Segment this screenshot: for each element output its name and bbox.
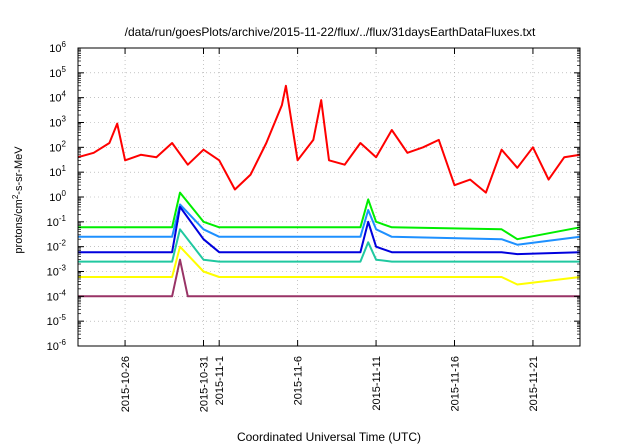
x-tick-label: 2015-11-6 <box>293 356 305 405</box>
y-axis-label-tail: -s-sr-MeV <box>13 146 25 195</box>
y-axis-label: protons/cm2-s-sr-MeV <box>11 146 25 254</box>
series-line-4 <box>78 205 581 256</box>
grid <box>78 47 580 347</box>
y-tick-label: 10-3 <box>47 264 67 279</box>
svg-text:protons/cm2-s-sr-MeV: protons/cm2-s-sr-MeV <box>11 146 25 254</box>
x-tick-label: 2015-11-11 <box>371 356 383 411</box>
series-line-3 <box>78 203 581 246</box>
x-tick-label: 2015-11-1 <box>214 356 226 405</box>
y-tick-label: 10-6 <box>47 338 67 353</box>
x-axis-label: Coordinated Universal Time (UTC) <box>237 430 421 444</box>
series-line-2 <box>78 191 581 241</box>
series-line-7 <box>78 258 580 298</box>
plot-frame <box>77 47 581 347</box>
chart-title: /data/run/goesPlots/archive/2015-11-22/f… <box>125 25 536 39</box>
y-axis-label-main: protons/cm <box>13 199 25 253</box>
x-tick-label: 2015-11-21 <box>528 356 540 411</box>
series-line-6 <box>78 245 581 286</box>
y-tick-label: 104 <box>49 90 66 105</box>
y-tick-label: 10-4 <box>47 288 67 303</box>
y-tick-label: 100 <box>49 189 66 204</box>
y-tick-label: 101 <box>49 164 66 179</box>
y-tick-label: 10-5 <box>47 313 67 328</box>
series-line-1 <box>77 84 581 194</box>
y-tick-label: 103 <box>49 115 66 130</box>
x-tick-label: 2015-11-16 <box>450 356 462 411</box>
y-tick-label: 102 <box>49 139 66 154</box>
series-group <box>77 84 581 298</box>
series-line-5 <box>78 228 580 263</box>
x-tick-label: 2015-10-26 <box>120 356 132 412</box>
y-tick-label: 105 <box>49 65 66 80</box>
y-tick-label: 10-1 <box>47 214 67 229</box>
y-ticks: 10-6 10-5 10-4 10-3 10-2 10-1 100 101 102 103 104 1… <box>47 40 580 353</box>
x-tick-label: 2015-10-31 <box>199 356 211 412</box>
x-ticks: 2015-10-26 2015-10-31 2015-11-1 2015-11-6 20… <box>120 48 540 412</box>
y-tick-label: 106 <box>49 40 66 55</box>
y-tick-label: 10-2 <box>47 239 67 254</box>
y-axis-label-sup: 2 <box>11 194 20 199</box>
